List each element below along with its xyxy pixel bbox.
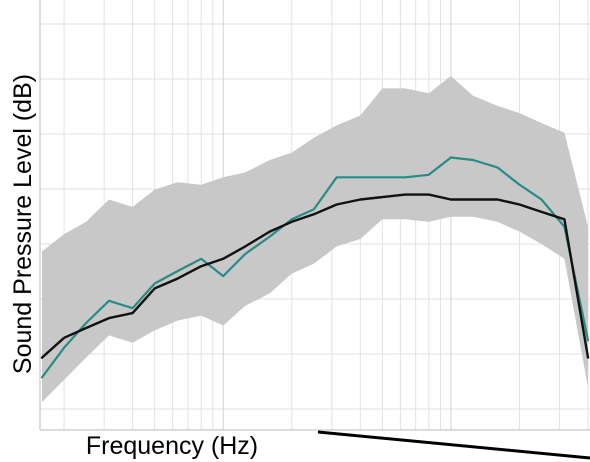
series-line-teal [40, 156, 590, 379]
annotation-line [317, 430, 590, 460]
series-line-black [40, 193, 590, 359]
x-axis-label: Frequency (Hz) [86, 432, 258, 460]
range-band [42, 76, 588, 403]
y-axis-label: Sound Pressure Level (dB) [9, 74, 37, 374]
